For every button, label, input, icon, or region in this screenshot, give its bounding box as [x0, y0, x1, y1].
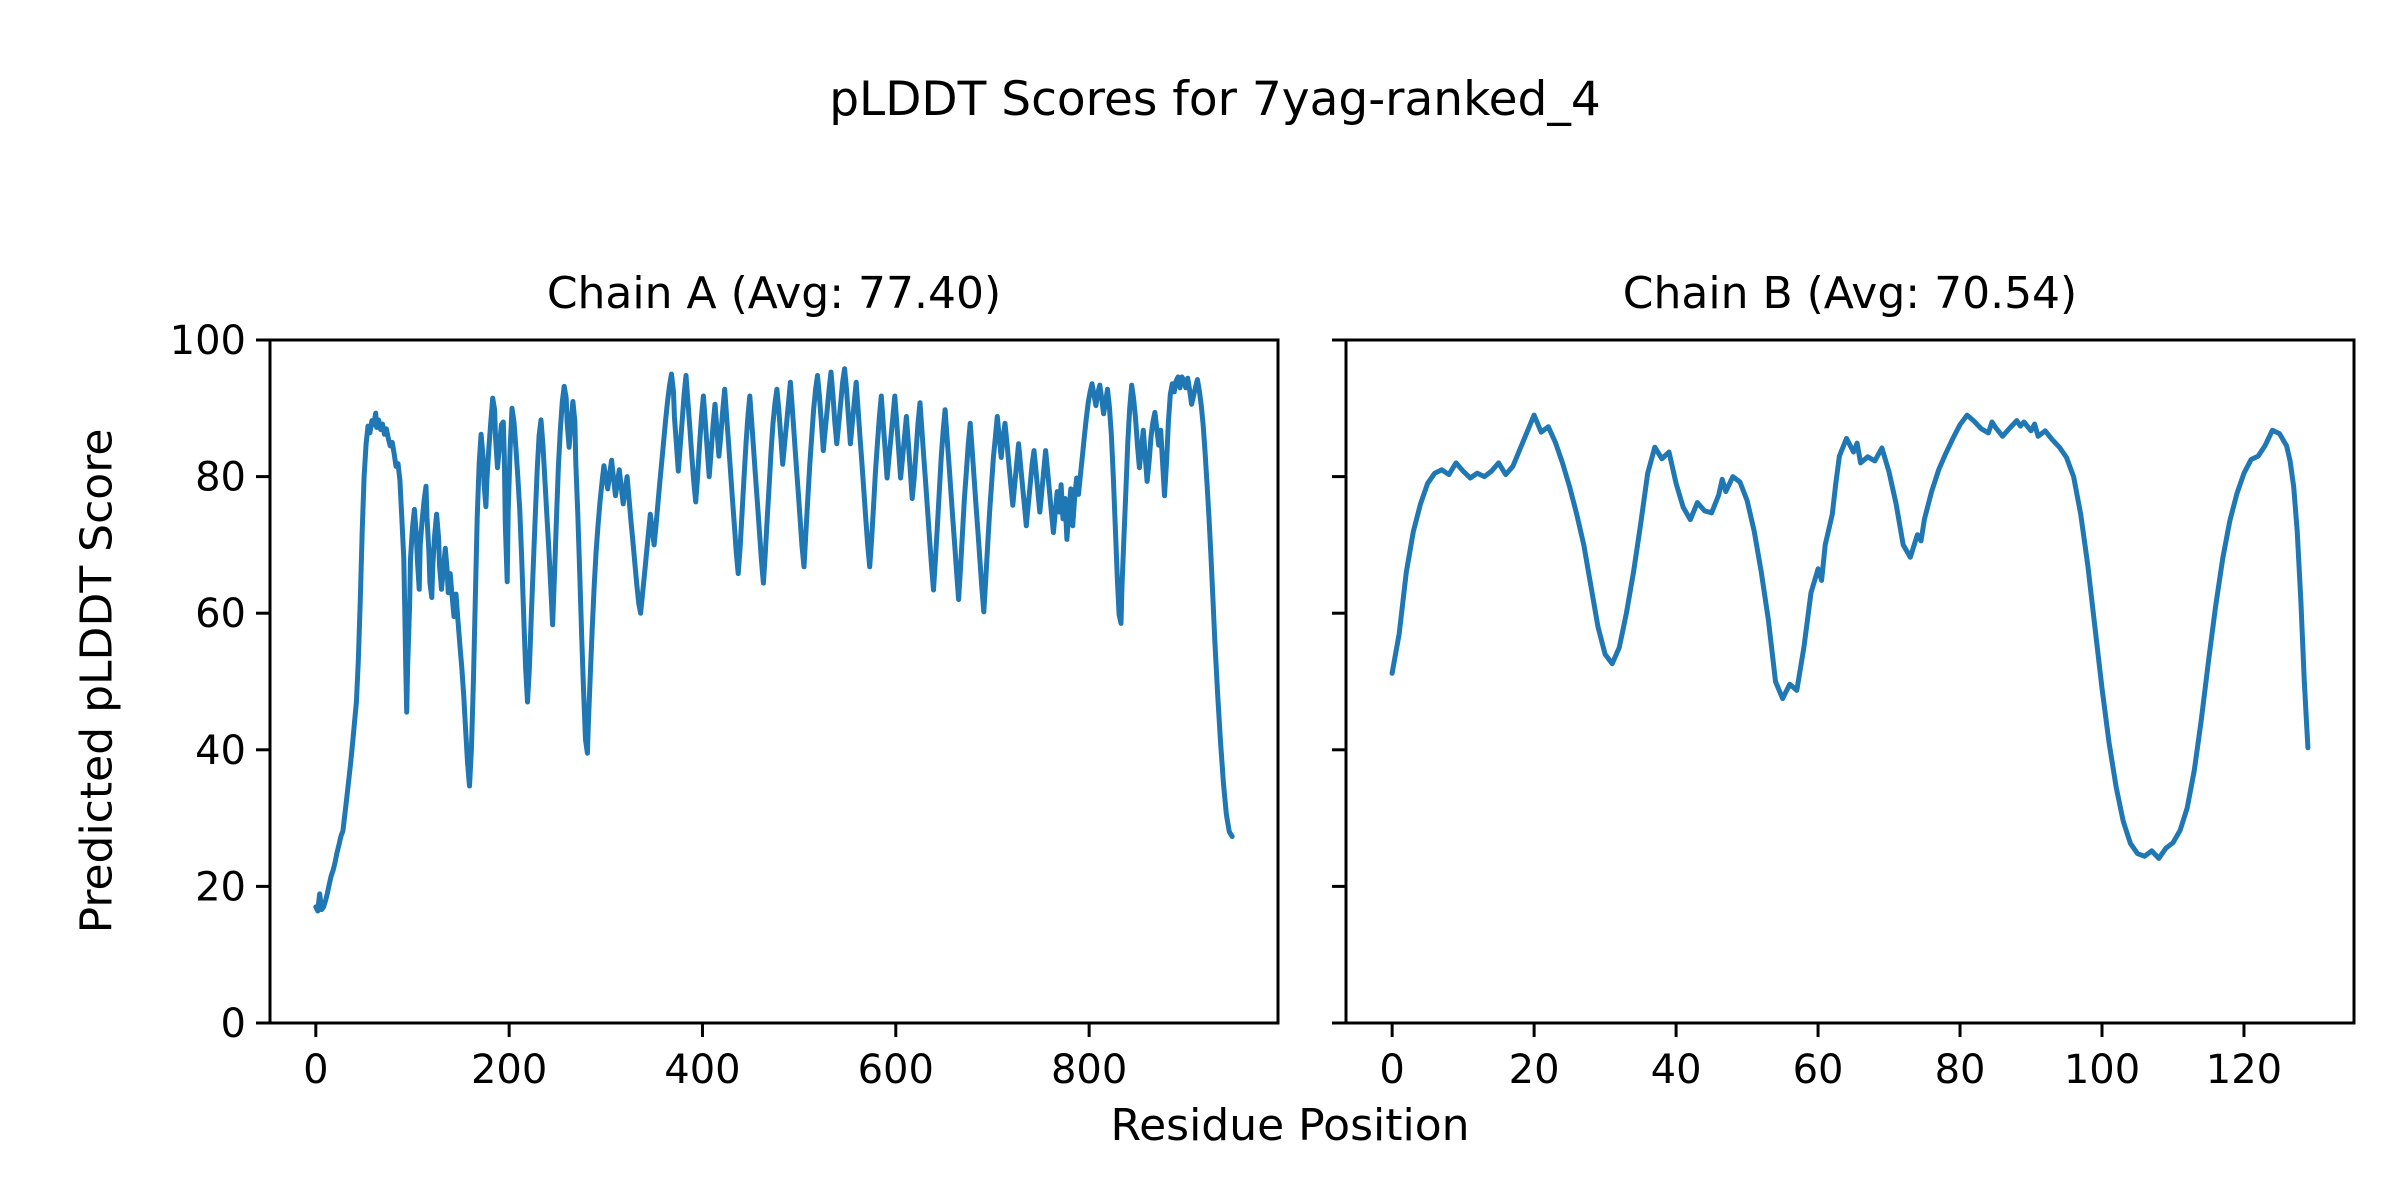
x-tick-label: 120	[2206, 1047, 2282, 1093]
y-tick-label: 80	[195, 455, 246, 501]
plddt-line-chain-b	[1389, 412, 2311, 861]
subplot-chain-b: 0 20 40 60 80 100 120	[1332, 338, 2356, 1093]
x-tick-label: 80	[1935, 1047, 1986, 1093]
x-tick-label: 400	[664, 1047, 740, 1093]
x-axis-label: Residue Position	[1110, 1100, 1470, 1151]
x-tick-label: 60	[1793, 1047, 1844, 1093]
x-tick-label: 0	[303, 1047, 328, 1093]
y-tick-label: 60	[195, 591, 246, 637]
y-tick-label: 40	[195, 728, 246, 774]
y-tick-label: 20	[195, 864, 246, 910]
subplot-title-chain-a: Chain A (Avg: 77.40)	[546, 268, 1002, 319]
axes-spines	[1344, 338, 2356, 1025]
x-tick-label: 200	[471, 1047, 547, 1093]
x-tick-label: 40	[1651, 1047, 1702, 1093]
axes-spines	[268, 338, 1280, 1025]
y-tick-label: 100	[170, 318, 246, 364]
y-tick-label: 0	[221, 1001, 246, 1047]
y-axis-label: Predicted pLDDT Score	[71, 428, 123, 934]
plddt-line-chain-a	[313, 366, 1235, 914]
x-tick-label: 20	[1509, 1047, 1560, 1093]
x-tick-label: 0	[1379, 1047, 1404, 1093]
subplot-title-chain-b: Chain B (Avg: 70.54)	[1622, 268, 2078, 319]
x-tick-label: 800	[1051, 1047, 1127, 1093]
subplot-chain-a: 0 200 400 600 800 0 20 40 60 80 100	[170, 318, 1280, 1093]
figure-title: pLDDT Scores for 7yag-ranked_4	[829, 72, 1601, 127]
x-tick-label: 600	[858, 1047, 934, 1093]
x-tick-label: 100	[2064, 1047, 2140, 1093]
